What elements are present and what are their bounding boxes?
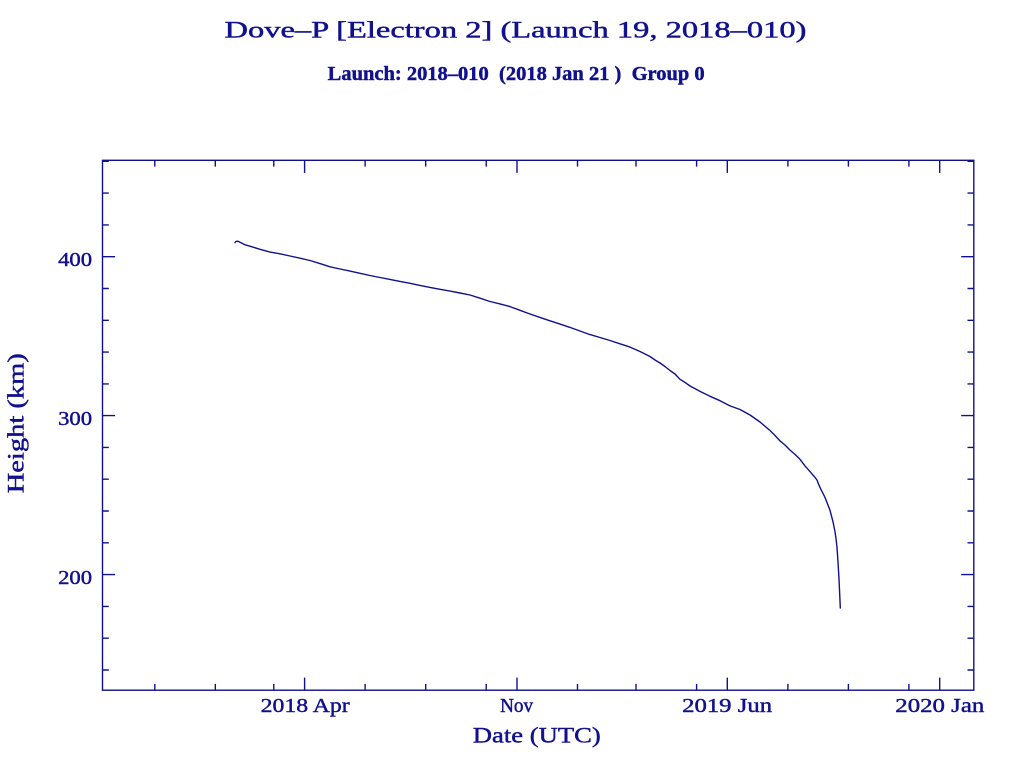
svg-text:Launch: 2018–010 (2018 Jan 21: Launch: 2018–010 (2018 Jan 21 ) Group 0 [328,63,705,85]
svg-text:Date (UTC): Date (UTC) [473,722,601,747]
svg-text:400: 400 [58,249,92,271]
svg-text:200: 200 [58,567,92,589]
svg-text:Nov: Nov [500,695,534,717]
svg-text:Dove–P [Electron 2] (Launch 19: Dove–P [Electron 2] (Launch 19, 2018–010… [225,18,807,44]
svg-text:300: 300 [58,408,92,430]
svg-text:Height (km): Height (km) [3,353,29,493]
svg-text:2018 Apr: 2018 Apr [261,695,350,717]
svg-text:2020 Jan: 2020 Jan [895,695,984,717]
svg-text:2019 Jun: 2019 Jun [682,695,772,717]
